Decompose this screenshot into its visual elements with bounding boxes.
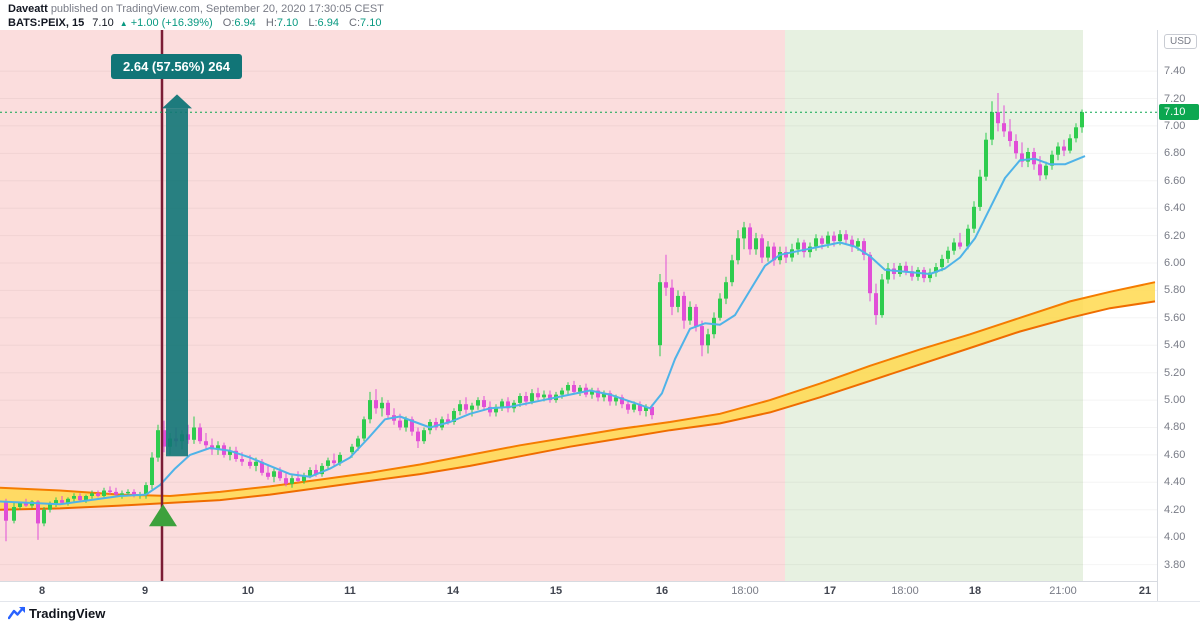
time-tick: 11 (344, 585, 356, 597)
time-tick: 18 (968, 585, 982, 597)
last-price-badge: 7.10 (1159, 104, 1199, 120)
symbol-interval: BATS:PEIX, 15 (8, 17, 85, 29)
price-tick: 4.20 (1164, 504, 1186, 516)
price-range-arrowhead[interactable] (162, 94, 192, 109)
author-name: Daveatt (8, 3, 48, 15)
price-tick: 5.40 (1164, 339, 1186, 351)
high-label: H: (265, 17, 277, 29)
price-tick: 6.60 (1164, 175, 1186, 187)
price-tick: 6.20 (1164, 230, 1186, 242)
price-tick: 4.00 (1164, 531, 1186, 543)
publish-line: Daveatt published on TradingView.com, Se… (8, 3, 384, 15)
price-tick: 7.20 (1164, 93, 1186, 105)
open-value: 6.94 (234, 17, 256, 29)
price-tick: 4.60 (1164, 449, 1186, 461)
time-tick: 18:00 (891, 585, 919, 597)
time-tick: 14 (446, 585, 460, 597)
up-arrow-icon: ▲ (119, 19, 128, 28)
currency-chip[interactable]: USD (1164, 34, 1198, 49)
price-range-label[interactable]: 2.64 (57.56%) 264 (111, 54, 242, 80)
close-label: C: (349, 17, 361, 29)
price-axis[interactable]: USD 7.40 7.20 7.00 6.80 6.60 6.40 6.20 6.00 5.80… (1157, 30, 1200, 601)
ma-line (0, 155, 1086, 506)
low-label: L: (308, 17, 318, 29)
chart-canvas[interactable] (0, 30, 1157, 581)
price-tick: 5.00 (1164, 394, 1186, 406)
last-price-text: 7.10 (92, 17, 114, 29)
price-tick: 3.80 (1164, 559, 1186, 571)
ma-ribbon-upper (0, 281, 1156, 498)
price-tick: 5.80 (1164, 284, 1186, 296)
price-tick: 6.80 (1164, 147, 1186, 159)
time-tick: 8 (38, 585, 46, 597)
price-tick: 4.80 (1164, 421, 1186, 433)
price-change: +1.00 (+16.39%) (130, 17, 213, 29)
buy-marker[interactable] (149, 504, 177, 527)
candles (4, 93, 1084, 542)
price-tick: 4.40 (1164, 476, 1186, 488)
brand-name[interactable]: TradingView (29, 606, 106, 621)
price-tick: 6.40 (1164, 202, 1186, 214)
close-value: 7.10 (360, 17, 382, 29)
price-tick: 5.20 (1164, 367, 1186, 379)
low-value: 6.94 (317, 17, 339, 29)
time-tick: 21 (1138, 585, 1152, 597)
time-tick: 21:00 (1049, 585, 1077, 597)
price-tick: 6.00 (1164, 257, 1186, 269)
time-tick: 17 (823, 585, 837, 597)
high-value: 7.10 (276, 17, 299, 29)
session-zone (0, 30, 785, 581)
price-tick: 7.40 (1164, 65, 1186, 77)
time-tick: 18:00 (731, 585, 759, 597)
time-axis[interactable]: 8 9 10 11 14 15 16 18:00 17 18:00 18 21:00 21 (0, 581, 1157, 601)
price-tick: 7.00 (1164, 120, 1186, 132)
footer-bar: TradingView (0, 601, 1200, 625)
price-range-bar[interactable] (166, 108, 188, 457)
publish-info: published on TradingView.com, September … (50, 3, 384, 15)
open-label: O: (222, 17, 235, 29)
time-tick: 15 (549, 585, 563, 597)
session-zone (785, 30, 1083, 581)
time-tick: 16 (655, 585, 669, 597)
chart-pane[interactable]: 2.64 (57.56%) 264 (0, 30, 1157, 581)
tradingview-logo[interactable] (8, 606, 26, 621)
price-tick: 5.60 (1164, 312, 1186, 324)
symbol-line: BATS:PEIX, 15 7.10 ▲ +1.00 (+16.39%) O:6… (8, 17, 381, 29)
time-tick: 10 (241, 585, 255, 597)
time-tick: 9 (141, 585, 149, 597)
ma-ribbon-lower (0, 300, 1156, 511)
